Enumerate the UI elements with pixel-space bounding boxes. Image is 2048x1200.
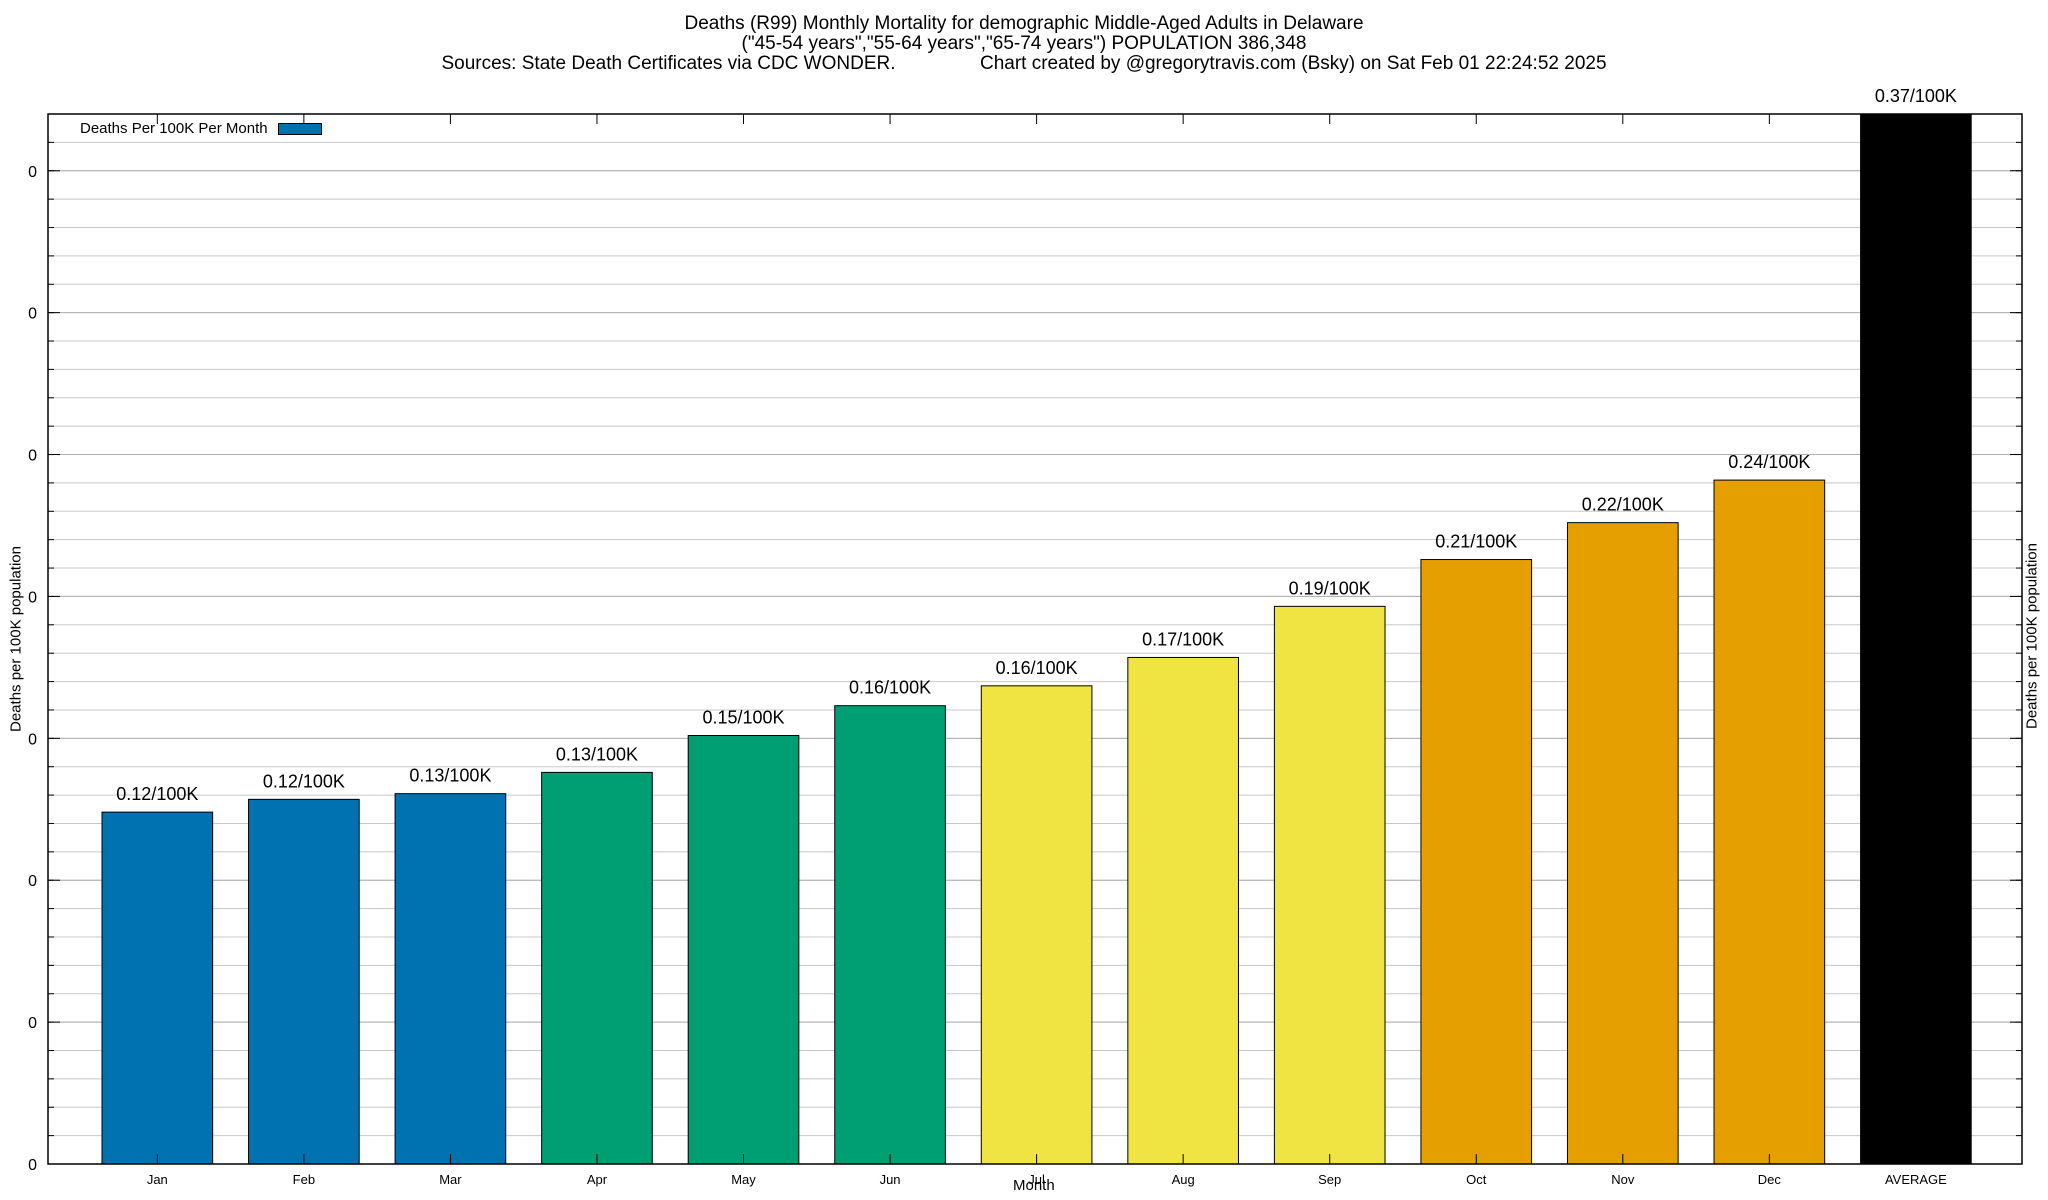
legend-swatch: [277, 122, 322, 135]
bar-jul: [980, 685, 1093, 1165]
bar-value-labels: 0.12/100K 0.12/100K 0.13/100K 0.13/100K 0.15…: [116, 86, 1957, 804]
bar-apr: [541, 771, 653, 1165]
bar-value-label: 0.12/100K: [263, 771, 345, 791]
bar-value-label: 0.12/100K: [116, 784, 198, 804]
bar-value-label: 0.19/100K: [1289, 578, 1371, 598]
bar-nov: [1566, 522, 1679, 1165]
bar-oct: [1420, 559, 1533, 1165]
bars: [101, 113, 1972, 1165]
y-tick-label: 0: [28, 164, 37, 181]
x-tick-label: Jul: [1028, 1172, 1045, 1187]
bar-sep: [1273, 605, 1386, 1165]
chart-sources: Sources: State Death Certificates via CD…: [441, 53, 1607, 74]
y-tick-label: 0: [28, 589, 37, 606]
bar-feb: [248, 798, 360, 1165]
chart-title-block: Deaths (R99) Monthly Mortality for demog…: [0, 14, 2048, 74]
bar-dec: [1713, 479, 1826, 1165]
bar-average: [1860, 113, 1972, 1165]
bar-value-label: 0.13/100K: [556, 744, 638, 764]
y-tick-label: 0: [28, 731, 37, 748]
legend-label: Deaths Per 100K Per Month: [80, 120, 268, 137]
bar-value-label: 0.15/100K: [702, 707, 784, 727]
x-axis-title: Month: [1013, 1177, 1055, 1194]
x-tick-label: Mar: [439, 1172, 462, 1187]
chart-subtitle: ("45-54 years","55-64 years","65-74 year…: [741, 33, 1307, 54]
y-tick-label: 0: [28, 1015, 37, 1032]
bar-jun: [834, 705, 946, 1165]
x-tick-label: May: [731, 1172, 756, 1187]
bar-jan: [101, 811, 214, 1165]
bar-mar: [394, 793, 507, 1165]
x-tick-label: Jun: [880, 1172, 901, 1187]
legend: Deaths Per 100K Per Month: [80, 120, 322, 137]
bar-value-label: 0.13/100K: [409, 766, 491, 786]
axis-ticks: 0 0 0 0 0 0 0 0 Jan Feb Mar Apr May Jun Jul Aug Sep Oct No…: [28, 113, 2022, 1187]
y-tick-label: 0: [28, 306, 37, 323]
bar-value-label: 0.17/100K: [1142, 629, 1224, 649]
x-tick-label: Feb: [293, 1172, 315, 1187]
bar-value-label: 0.16/100K: [849, 678, 931, 698]
y-axis-title-right: Deaths per 100K population: [2023, 543, 2041, 729]
bar-aug: [1127, 656, 1239, 1165]
y-axis-title-left: Deaths per 100K population: [7, 546, 25, 732]
y-tick-label: 0: [28, 873, 37, 890]
x-tick-label: Dec: [1758, 1172, 1782, 1187]
x-tick-label: AVERAGE: [1885, 1172, 1947, 1187]
bar-value-label: 0.24/100K: [1728, 452, 1810, 472]
x-tick-label: Apr: [587, 1172, 608, 1187]
x-tick-label: Oct: [1466, 1172, 1487, 1187]
plot-frame: [47, 113, 2023, 1165]
x-tick-label: Aug: [1172, 1172, 1195, 1187]
bar-value-label: 0.37/100K: [1875, 86, 1957, 106]
y-tick-label: 0: [28, 448, 37, 465]
bar-value-label: 0.22/100K: [1582, 495, 1664, 515]
chart-title: Deaths (R99) Monthly Mortality for demog…: [684, 13, 1364, 34]
x-tick-label: Nov: [1611, 1172, 1635, 1187]
bar-value-label: 0.16/100K: [996, 658, 1078, 678]
x-tick-label: Sep: [1318, 1172, 1341, 1187]
y-tick-label: 0: [28, 1157, 37, 1174]
bar-may: [687, 734, 800, 1165]
bar-value-label: 0.21/100K: [1435, 532, 1517, 552]
x-tick-label: Jan: [147, 1172, 168, 1187]
